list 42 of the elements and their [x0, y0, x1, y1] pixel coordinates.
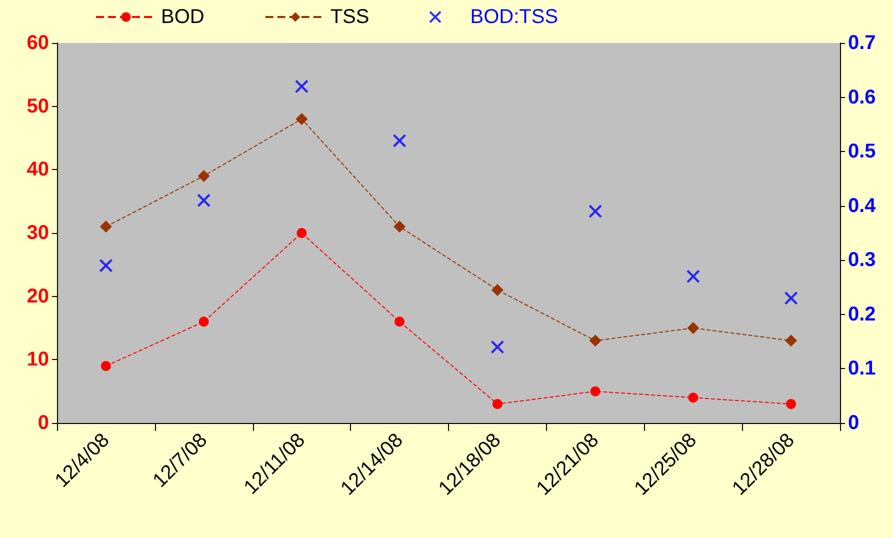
y2-tick-label: 0.7 — [848, 32, 876, 54]
point — [296, 228, 307, 238]
point — [198, 170, 210, 182]
y2-tick-label: 0.5 — [848, 140, 876, 163]
y-tick-label: 30 — [26, 222, 49, 244]
point — [100, 220, 112, 233]
y-tick-label: 60 — [26, 32, 49, 54]
point — [491, 284, 504, 296]
point — [99, 259, 112, 272]
point — [295, 80, 308, 93]
point — [588, 204, 602, 218]
y-tick-label: 0 — [38, 412, 49, 434]
point — [686, 270, 700, 283]
point — [198, 316, 209, 327]
y2-tick-label: 0.1 — [848, 358, 876, 380]
point — [492, 399, 502, 409]
legend-label: TSS — [330, 6, 370, 28]
y2-tick-label: 0.3 — [848, 249, 876, 272]
y-tick-label: 50 — [26, 95, 49, 118]
y-tick-label: 10 — [26, 348, 49, 371]
point — [100, 361, 111, 371]
point — [394, 316, 405, 327]
y-tick-label: 40 — [26, 158, 49, 181]
point — [490, 340, 504, 354]
point — [786, 399, 796, 409]
point — [687, 322, 700, 334]
point — [688, 392, 698, 403]
y-tick-label: 20 — [26, 285, 49, 308]
point — [296, 113, 308, 125]
y2-tick-label: 0 — [848, 412, 860, 434]
point — [394, 220, 406, 233]
point — [197, 194, 210, 207]
legend-label: BOD:TSS — [470, 6, 558, 28]
y2-tick-label: 0.6 — [848, 86, 876, 108]
point — [393, 134, 406, 148]
legend-label: BOD — [161, 6, 204, 28]
point — [785, 334, 798, 347]
y2-tick-label: 0.2 — [848, 303, 876, 326]
point — [784, 292, 798, 305]
point — [590, 386, 600, 396]
y2-tick-label: 0.4 — [848, 194, 877, 217]
point — [589, 334, 602, 347]
